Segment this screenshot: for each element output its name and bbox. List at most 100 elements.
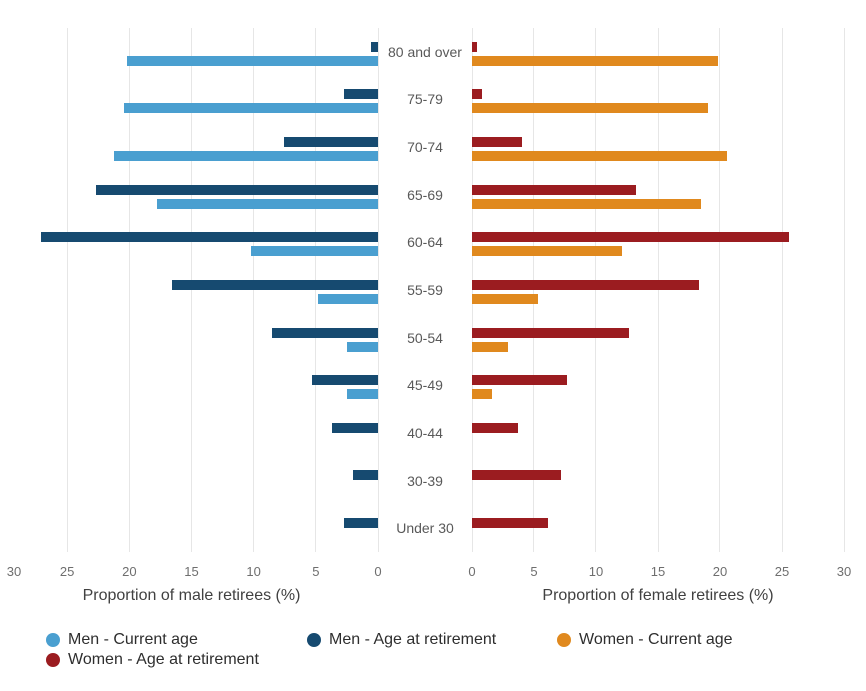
bar-men-current-age-65-69 [156, 198, 378, 209]
age-row-50-54 [5, 314, 378, 362]
age-row-30-39 [472, 457, 844, 505]
age-group-label-60-64: 60-64 [407, 234, 443, 251]
axis-tick-label: 25 [59, 564, 75, 579]
female-plot-area [471, 28, 845, 552]
bar-women-current-age-70-74 [472, 151, 728, 162]
gridline [781, 28, 783, 552]
age-row-75-79 [472, 76, 844, 124]
gridline [471, 28, 473, 552]
age-row-65-69 [5, 171, 378, 219]
age-row-55-59 [5, 266, 378, 314]
gridline [315, 28, 317, 552]
age-group-label-65-69: 65-69 [407, 186, 443, 203]
age-row-45-49 [5, 361, 378, 409]
legend-swatch-icon [46, 653, 60, 667]
female-axis-title: Proportion of female retirees (%) [542, 587, 774, 604]
legend: Men - Current age Men - Age at retiremen… [46, 630, 818, 670]
bar-women-current-age-55-59 [472, 293, 538, 304]
age-group-axis: 80 and over 75-79 70-74 65-69 60-64 55-59 50-5… [378, 28, 472, 552]
axis-tick-label: 10 [588, 564, 604, 579]
age-group-label-80-and-over: 80 and over [388, 43, 462, 60]
bar-women-current-age-75-79 [472, 103, 708, 114]
age-group-label-75-79: 75-79 [407, 91, 443, 108]
legend-label: Women - Age at retirement [68, 651, 259, 668]
gridline [253, 28, 255, 552]
age-row-65-69 [472, 171, 844, 219]
bar-men-age-at-retirement-50-54 [272, 327, 378, 338]
age-row-under-30 [472, 504, 844, 552]
age-row-55-59 [472, 266, 844, 314]
legend-label: Men - Current age [68, 631, 198, 648]
gridline [595, 28, 597, 552]
bar-men-age-at-retirement-80-and-over [370, 41, 378, 52]
legend-swatch-icon [46, 633, 60, 647]
axis-tick-label: 25 [774, 564, 790, 579]
bar-women-age-at-retirement-under-30 [472, 518, 548, 529]
legend-item-men-current-age[interactable]: Men - Current age [46, 630, 307, 650]
age-row-40-44 [472, 409, 844, 457]
age-row-80-and-over [472, 28, 844, 76]
bar-men-age-at-retirement-under-30 [344, 518, 378, 529]
axis-tick-label: 10 [246, 564, 261, 579]
bar-men-age-at-retirement-70-74 [283, 137, 378, 148]
male-plot-area [5, 28, 379, 552]
bar-men-age-at-retirement-30-39 [353, 470, 378, 481]
legend-item-women-current-age[interactable]: Women - Current age [557, 630, 733, 650]
legend-item-men-age-at-retirement[interactable]: Men - Age at retirement [307, 630, 557, 650]
bar-women-current-age-60-64 [472, 246, 623, 257]
age-row-40-44 [5, 409, 378, 457]
age-row-45-49 [472, 361, 844, 409]
axis-tick-label: 30 [836, 564, 852, 579]
age-row-75-79 [5, 76, 378, 124]
legend-item-women-age-at-retirement[interactable]: Women - Age at retirement [46, 650, 259, 670]
bar-women-age-at-retirement-75-79 [472, 89, 482, 100]
age-group-label-30-39: 30-39 [407, 472, 443, 489]
axis-tick-label: 15 [650, 564, 666, 579]
legend-swatch-icon [307, 633, 321, 647]
bar-men-current-age-60-64 [251, 246, 378, 257]
bar-men-current-age-45-49 [346, 389, 378, 400]
gridline [719, 28, 721, 552]
bar-women-age-at-retirement-60-64 [472, 232, 790, 243]
bar-men-age-at-retirement-40-44 [332, 422, 378, 433]
age-row-under-30 [5, 504, 378, 552]
male-axis-title: Proportion of male retirees (%) [82, 587, 301, 604]
axis-tick-label: 0 [468, 564, 476, 579]
age-row-50-54 [472, 314, 844, 362]
age-group-label-50-54: 50-54 [407, 329, 443, 346]
bar-women-age-at-retirement-80-and-over [472, 41, 477, 52]
gridline [533, 28, 535, 552]
bar-men-current-age-55-59 [318, 293, 378, 304]
legend-label: Men - Age at retirement [329, 631, 497, 648]
bar-women-current-age-50-54 [472, 341, 508, 352]
gridline [843, 28, 845, 552]
axis-tick-label: 5 [530, 564, 538, 579]
bar-men-age-at-retirement-60-64 [41, 232, 378, 243]
bar-men-current-age-50-54 [346, 341, 378, 352]
male-axis-tick-row: 30 25 20 15 10 5 0 [5, 564, 382, 582]
bar-women-age-at-retirement-70-74 [472, 137, 522, 148]
axis-tick-label: 20 [712, 564, 728, 579]
bar-women-age-at-retirement-65-69 [472, 184, 636, 195]
axis-tick-label: 20 [122, 564, 137, 579]
age-group-label-40-44: 40-44 [407, 424, 443, 441]
bar-men-current-age-75-79 [124, 103, 378, 114]
gridline [128, 28, 130, 552]
bar-men-current-age-80-and-over [126, 55, 378, 66]
age-row-70-74 [472, 123, 844, 171]
legend-swatch-icon [557, 633, 571, 647]
gridline [657, 28, 659, 552]
axis-tick-label: 30 [6, 564, 22, 579]
bar-women-age-at-retirement-50-54 [472, 327, 630, 338]
age-row-80-and-over [5, 28, 378, 76]
bar-women-current-age-45-49 [472, 389, 492, 400]
age-group-label-55-59: 55-59 [407, 282, 443, 299]
axis-tick-label: 5 [312, 564, 320, 579]
bar-men-age-at-retirement-65-69 [95, 184, 378, 195]
age-group-label-45-49: 45-49 [407, 377, 443, 394]
bar-women-age-at-retirement-45-49 [472, 375, 568, 386]
bar-men-current-age-70-74 [114, 151, 378, 162]
age-row-60-64 [5, 219, 378, 267]
bar-women-age-at-retirement-55-59 [472, 279, 699, 290]
